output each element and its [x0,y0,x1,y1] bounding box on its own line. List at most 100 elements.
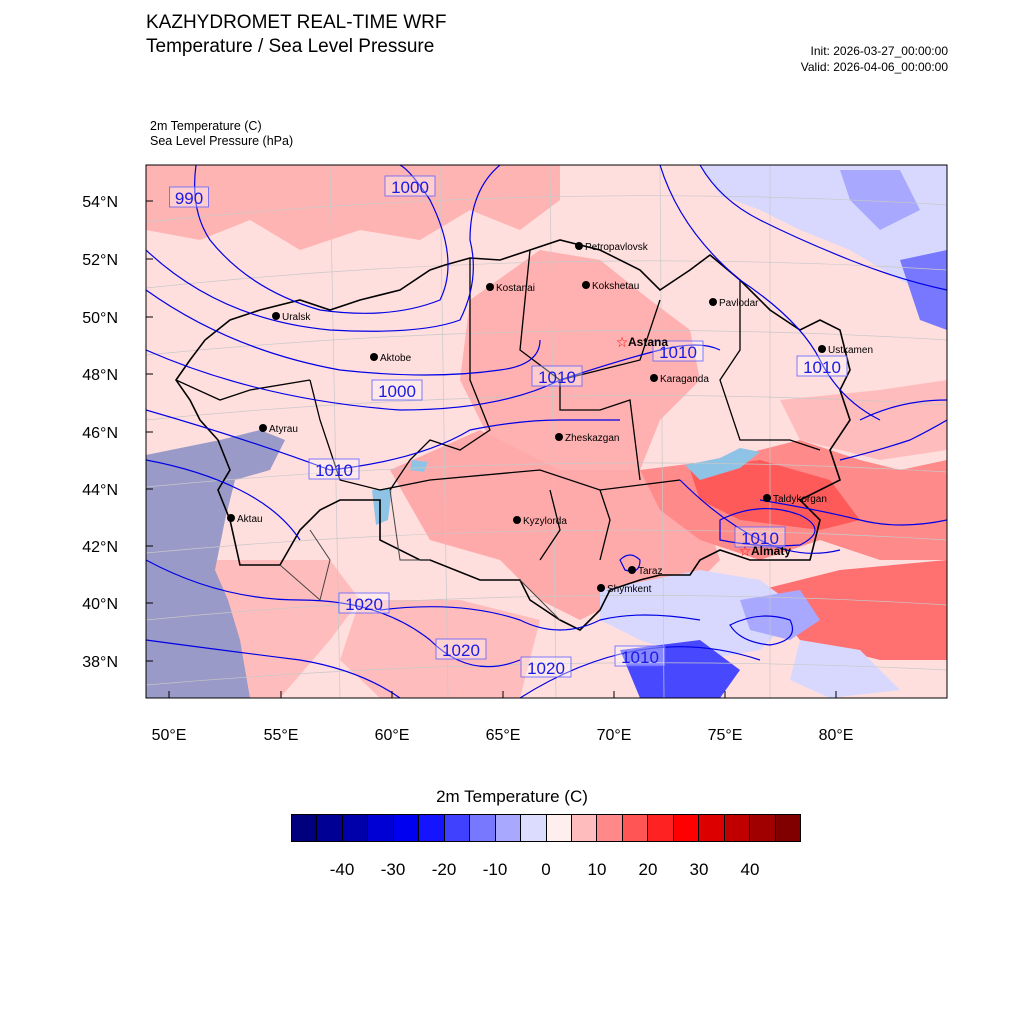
colorbar-swatch [750,815,776,841]
isobar-label-box [308,458,360,480]
capital-star-icon: ☆ [739,544,752,560]
city-label: Kyzylorda [523,516,567,527]
colorbar-swatch [470,815,496,841]
city-label: Shymkent [607,584,652,595]
capital-star-icon: ☆ [616,335,629,351]
lat-tick: 46°N [82,425,118,442]
lat-tick: 44°N [82,482,118,499]
isobar-label: 1020 [442,641,480,660]
city-label: Astana [628,335,668,349]
isobar-label-box [169,186,209,208]
latitude-ticks: 54°N 52°N 50°N 48°N 46°N 44°N 42°N 40°N … [82,194,118,671]
colorbar-label: 20 [638,860,658,879]
isobar-label: 1010 [659,343,697,362]
city-marker [628,566,636,574]
isobar-label-box [520,656,572,678]
colorbar-title: 2m Temperature (C) [436,787,588,806]
isobars [146,165,947,698]
city-marker [555,433,563,441]
colorbar-swatch [368,815,394,841]
city-marker [259,424,267,432]
colorbar-label: 10 [587,860,607,879]
isobar-label: 1010 [538,368,576,387]
lat-tick: 38°N [82,654,118,671]
lon-tick: 75°E [708,727,743,744]
lon-tick: 80°E [819,727,854,744]
lat-tick: 52°N [82,252,118,269]
valid-time: Valid: 2026-04-06_00:00:00 [800,60,948,74]
isobar-label: 1010 [741,529,779,548]
city-label: Karaganda [660,374,709,385]
city-marker [709,298,717,306]
isobar-label-box [435,638,487,660]
colorbar-swatch [495,815,522,841]
graticule [146,165,947,698]
isobar-label-box [796,355,848,377]
temperature-field-label: 2m Temperature (C) [150,119,262,133]
colorbar-swatch [419,815,445,841]
isobar-label: 1020 [527,659,565,678]
colorbar-swatch [546,815,572,841]
lon-tick: 65°E [486,727,521,744]
colorbar-swatch [622,815,649,841]
city-marker [227,514,235,522]
colorbar-swatch [292,815,318,841]
isobar-label: 1000 [378,382,416,401]
isobar-labels: 990 1000 1000 1010 1010 1010 1010 1010 1020 1020 1… [169,175,848,678]
lat-tick: 50°N [82,310,118,327]
lat-tick: 40°N [82,596,118,613]
lat-tick: 42°N [82,539,118,556]
weather-map: 990 1000 1000 1010 1010 1010 1010 1010 1020 1020 1… [82,164,948,744]
city-label: Ustkamen [828,345,873,356]
lat-tick: 48°N [82,367,118,384]
colorbar-label: -40 [329,860,355,879]
city-marker [513,516,521,524]
city-label: Pavlodar [719,298,759,309]
colorbar-swatch [393,815,420,841]
city-label: Kokshetau [592,281,639,292]
colorbar-swatch [571,815,598,841]
longitude-ticks: 50°E 55°E 60°E 65°E 70°E 75°E 80°E [152,727,854,744]
city-marker [650,374,658,382]
isobar-label: 1010 [315,461,353,480]
city-label: Zheskazgan [565,433,619,444]
map-title: KAZHYDROMET REAL-TIME WRF [146,12,447,33]
city-marker [370,353,378,361]
colorbar [291,814,801,842]
colorbar-label: 30 [689,860,709,879]
tick-marks [146,200,837,698]
city-marker [818,345,826,353]
city-label: Aktobe [380,353,412,364]
isobar-label: 1000 [391,178,429,197]
colorbar-swatch [699,815,725,841]
isobar-label: 1010 [621,648,659,667]
colorbar-swatch [597,815,623,841]
colorbar-swatch [648,815,674,841]
lon-tick: 50°E [152,727,187,744]
isobar-label: 1020 [345,595,383,614]
cities: Petropavlovsk Kostanai Kokshetau Pavlodar Ur… [227,242,873,595]
city-marker [486,283,494,291]
lat-tick: 54°N [82,194,118,211]
colorbar-label: -20 [431,860,457,879]
city-label: Atyrau [269,424,298,435]
isobar-label-box [614,645,666,667]
colorbar-label: -30 [380,860,406,879]
isobar-label-box [652,340,704,362]
lon-tick: 60°E [375,727,410,744]
city-label: Taldykorgan [773,494,827,505]
init-time: Init: 2026-03-27_00:00:00 [810,44,948,58]
city-marker [597,584,605,592]
colorbar-label: -10 [482,860,508,879]
city-marker [763,494,771,502]
city-marker [582,281,590,289]
city-label: Petropavlovsk [585,242,649,253]
isobar-label-box [338,592,390,614]
city-label: Aktau [237,514,263,525]
colorbar-swatch [724,815,751,841]
city-marker [575,242,583,250]
isobar-label: 990 [175,189,203,208]
city-marker [272,312,280,320]
isobar-label-box [384,175,436,197]
city-label: Kostanai [496,283,535,294]
